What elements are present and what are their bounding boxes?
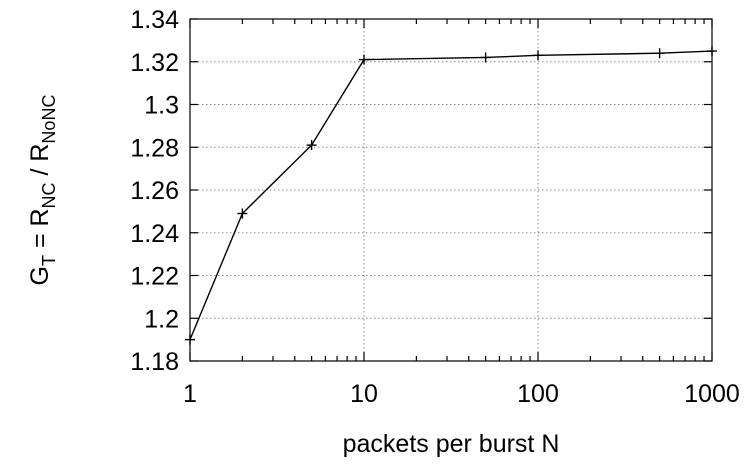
- data-point: [359, 54, 369, 65]
- y-axis-title-part: / R: [26, 144, 54, 183]
- y-tick-label: 1.28: [130, 134, 179, 162]
- y-tick-label: 1.22: [130, 263, 179, 291]
- data-point: [237, 208, 248, 219]
- data-point: [306, 140, 317, 151]
- grid-lines: [190, 19, 712, 361]
- y-axis-title-part: = R: [26, 208, 54, 255]
- data-point: [654, 48, 665, 59]
- y-tick-label: 1.2: [144, 305, 179, 333]
- y-tick-labels: 1.18 1.2 1.22 1.24 1.26 1.28 1.3 1.32 1.34: [130, 6, 179, 376]
- y-tick-label: 1.32: [130, 49, 179, 77]
- plot-frame: [189, 18, 713, 362]
- y-axis-title-part: G: [26, 266, 54, 285]
- y-tick-label: 1.18: [130, 348, 179, 376]
- y-axis-title: GT = RNC / RNoNC: [26, 95, 59, 286]
- y-axis-title-subscript: T: [39, 255, 59, 266]
- data-point: [707, 46, 717, 57]
- y-axis-title-subscript: NoNC: [39, 95, 59, 144]
- x-axis-title: packets per burst N: [343, 430, 560, 458]
- y-axis-title-subscript: NC: [39, 182, 59, 208]
- data-point: [480, 52, 491, 63]
- series-line: [189, 50, 713, 340]
- x-tick-label: 1: [183, 380, 197, 408]
- series: [185, 46, 717, 345]
- y-tick-label: 1.34: [130, 6, 179, 34]
- y-tick-label: 1.26: [130, 177, 179, 205]
- data-point: [185, 334, 195, 345]
- x-tick-label: 1000: [684, 380, 740, 408]
- x-tick-labels: 1 10 100 1000: [183, 380, 740, 408]
- data-point: [533, 50, 543, 61]
- x-tick-label: 100: [517, 380, 559, 408]
- y-tick-label: 1.3: [144, 92, 179, 120]
- x-tick-label: 10: [350, 380, 378, 408]
- y-tick-label: 1.24: [130, 220, 179, 248]
